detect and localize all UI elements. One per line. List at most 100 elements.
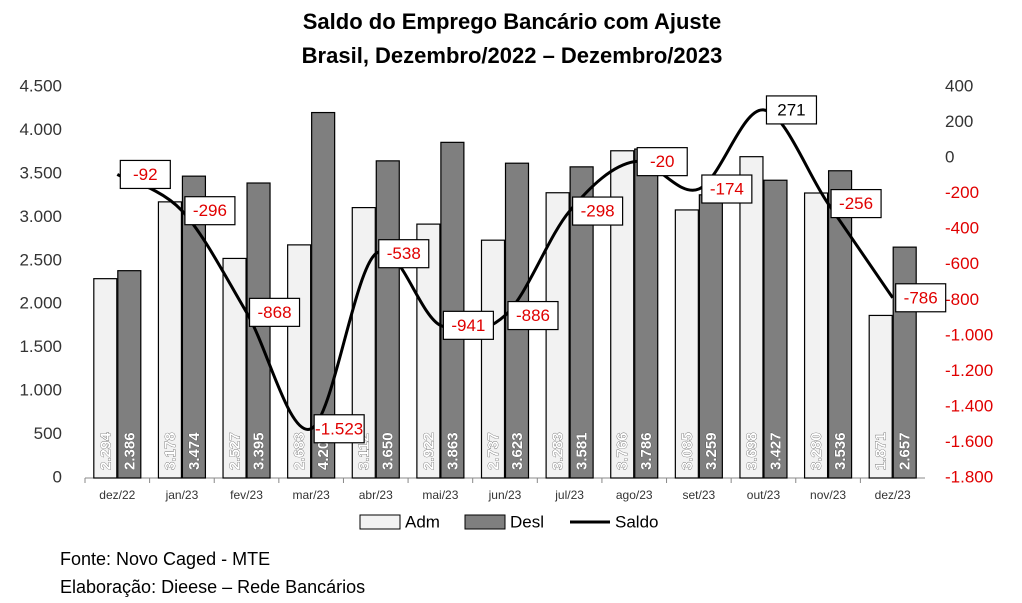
bar: [739, 156, 764, 479]
bar: [610, 150, 635, 479]
chart-title: Saldo do Emprego Bancário com Ajuste: [303, 9, 721, 34]
bar-value-label: 3.581: [574, 432, 591, 470]
line-value-label: -298: [581, 202, 615, 221]
bar-value-label: 3.283: [550, 432, 567, 470]
bar: [311, 111, 336, 479]
data-label-box: [572, 196, 624, 226]
bar: [763, 179, 788, 479]
data-label-box: [442, 310, 494, 340]
y-tick-label: 1.000: [19, 381, 62, 400]
y-tick-label: 2.000: [19, 294, 62, 313]
legend-swatch: [359, 514, 401, 530]
bar-value-label: 3.280: [808, 432, 825, 470]
y-tick-label: 3.000: [19, 207, 62, 226]
line-value-label: -868: [258, 303, 292, 322]
line-value-label: -20: [650, 152, 675, 171]
bar-value-label: 2.737: [485, 432, 502, 470]
bar-value-label: 3.863: [444, 432, 461, 470]
y2-tick-label: -1.200: [945, 361, 993, 380]
bar: [117, 270, 142, 479]
bar-value-label: 3.178: [162, 432, 179, 470]
x-tick-label: out/23: [747, 488, 781, 502]
line-value-label: -256: [839, 194, 873, 213]
line-value-label: -296: [193, 201, 227, 220]
bar-value-label: 3.259: [703, 432, 720, 470]
credit-note: Elaboração: Dieese – Rede Bancários: [60, 577, 365, 597]
data-label-box: [765, 95, 818, 125]
bar: [351, 207, 376, 479]
x-tick-label: jul/23: [554, 488, 584, 502]
bar: [246, 182, 271, 479]
x-tick-label: abr/23: [359, 488, 393, 502]
y-tick-label: 4.000: [19, 120, 62, 139]
y-tick-label: 3.500: [19, 163, 62, 182]
y-tick-label: 0: [53, 467, 62, 486]
y-tick-label: 1.500: [19, 337, 62, 356]
bar-value-label: 3.474: [186, 432, 203, 470]
bar: [827, 170, 853, 479]
bar: [375, 160, 400, 479]
line-value-label: -886: [516, 306, 550, 325]
legend-label: Saldo: [615, 512, 658, 531]
line-value-label: -174: [710, 179, 744, 198]
bar-value-label: 2.657: [897, 432, 914, 470]
data-label-box: [378, 239, 430, 269]
bar-value-label: 3.786: [638, 432, 655, 470]
y2-tick-label: -800: [945, 290, 979, 309]
y2-tick-label: -1.000: [945, 325, 993, 344]
line-value-label: -92: [133, 165, 158, 184]
y-tick-label: 500: [34, 424, 62, 443]
legend-label: Desl: [510, 512, 544, 531]
x-tick-label: mai/23: [422, 488, 458, 502]
line-value-label: -1.523: [315, 419, 363, 438]
x-tick-label: jan/23: [165, 488, 199, 502]
y2-tick-label: -600: [945, 254, 979, 273]
bar: [480, 239, 506, 479]
data-label-box: [507, 300, 559, 331]
data-label-box: [184, 196, 236, 226]
bar-value-label: 3.395: [251, 432, 268, 470]
bar: [440, 141, 465, 479]
bar-value-label: 2.527: [227, 432, 244, 470]
bar: [545, 192, 570, 479]
y-tick-label: 4.500: [19, 76, 62, 95]
y2-tick-label: -1.800: [945, 467, 993, 486]
x-tick-label: set/23: [682, 488, 715, 502]
y2-tick-label: -400: [945, 219, 979, 238]
line-value-label: -941: [451, 316, 485, 335]
y-tick-label: 2.500: [19, 250, 62, 269]
source-note: Fonte: Novo Caged - MTE: [60, 549, 270, 569]
bar: [416, 223, 441, 479]
bar-value-label: 3.623: [509, 432, 526, 470]
bar: [803, 192, 829, 479]
bar-value-label: 2.683: [291, 432, 308, 470]
x-tick-label: dez/23: [875, 488, 911, 502]
data-label-box: [895, 283, 947, 313]
bar-value-label: 2.294: [97, 432, 114, 470]
bar-value-label: 1.871: [873, 432, 890, 470]
line-value-label: -538: [387, 244, 421, 263]
data-label-box: [313, 414, 365, 444]
legend-swatch: [464, 514, 506, 530]
bar: [181, 175, 207, 479]
line-value-label: 271: [777, 100, 805, 119]
bar: [222, 257, 247, 479]
bar: [674, 209, 699, 479]
x-tick-label: mar/23: [292, 488, 330, 502]
y2-tick-label: -1.400: [945, 396, 993, 415]
bar-value-label: 2.386: [121, 432, 138, 470]
data-label-box: [636, 147, 688, 177]
bar-value-label: 2.922: [420, 432, 437, 470]
x-tick-label: fev/23: [230, 488, 263, 502]
bar-value-label: 3.650: [380, 432, 397, 470]
bar-value-label: 3.085: [679, 432, 696, 470]
data-label-box: [830, 188, 882, 219]
data-label-box: [248, 297, 301, 327]
y2-tick-label: -1.600: [945, 432, 993, 451]
y2-tick-label: 400: [945, 76, 973, 95]
bar-value-label: 3.766: [614, 432, 631, 470]
y2-tick-label: -200: [945, 183, 979, 202]
bar-value-label: 3.427: [767, 432, 784, 470]
legend-label: Adm: [405, 512, 440, 531]
